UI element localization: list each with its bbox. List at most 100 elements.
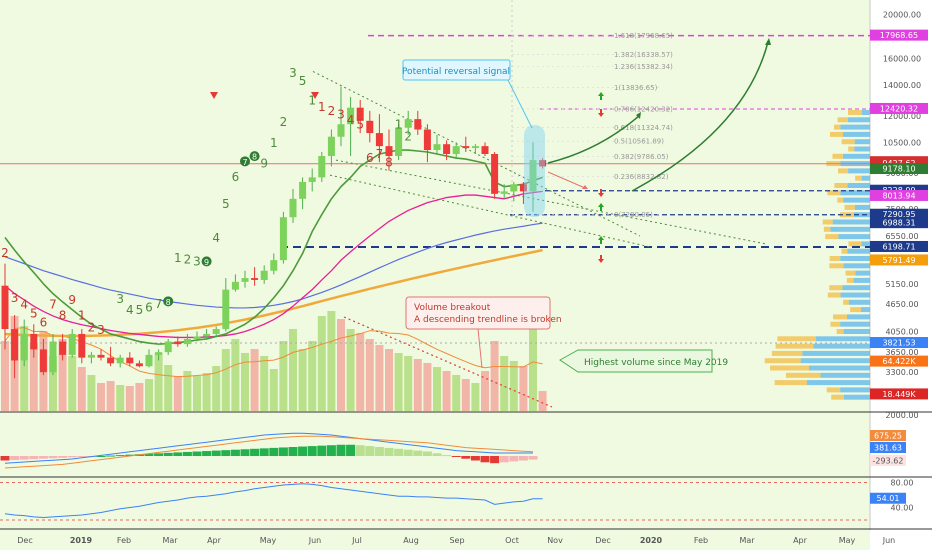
volume-bar [125,386,134,411]
macd-value-tag [870,442,906,453]
fib-level-label: 1(13836.65) [614,84,658,92]
candle-body [251,278,259,280]
time-axis-tick: Feb [117,536,131,545]
time-axis-tick: Dec [17,536,32,545]
macd-histogram-bar [442,455,452,457]
price-tag-label: 6988.31 [882,219,915,228]
macd-histogram-bar [182,451,192,456]
macd-histogram-bar [58,456,68,458]
volume-profile-bar-sell [837,197,844,203]
macd-histogram-bar [106,455,116,457]
volume-bar [423,363,432,411]
volume-profile-bar-buy [800,358,870,364]
macd-histogram-bar [346,444,356,456]
td-count-label: 8 [166,298,171,307]
volume-callout-line1: Volume breakout [414,303,491,313]
sell-triangle-marker [210,92,218,99]
volume-bar [490,341,499,411]
volume-profile-bar-buy [843,263,870,269]
fib-level-label: 1.382(16338.57) [614,51,673,59]
macd-value-label: 675.25 [874,432,902,441]
price-axis-tick: 3300.00 [885,368,918,377]
candle-body [212,329,220,334]
volume-profile-bar-buy [855,270,870,276]
volume-bar [97,383,105,411]
volume-profile-bar-sell [855,175,862,181]
volume-profile-bar-sell [838,168,849,174]
volume-profile-bar-sell [848,146,855,152]
volume-bar [413,359,422,411]
candle-body [366,120,374,134]
rsi-axis-bottom: 40.00 [891,504,914,513]
candle-body [20,333,28,361]
td-count-badge [163,296,174,307]
macd-histogram-bar [509,456,519,462]
volume-profile-bar-sell [827,292,841,298]
td-count-label: 9 [260,156,268,170]
price-tag-label: 3821.53 [882,339,915,348]
td-count-label: 3 [97,323,105,337]
td-count-label: 8 [59,309,67,323]
volume-bar [337,319,345,411]
macd-histogram-bar [288,447,298,456]
fib-level-label: 0(7290.95) [614,211,653,219]
volume-profile-bar-sell [836,329,844,334]
candle-body [462,146,470,149]
td-count-label: 2 [88,320,96,334]
price-tag [870,102,928,114]
volume-profile-bar-sell [834,124,841,130]
volume-profile-bar-sell [844,204,855,210]
volume-profile-bar-buy [815,336,870,342]
volume-profile-bar-sell [841,248,848,254]
projection-up-arrow [598,92,604,100]
td-count-badge [240,156,250,167]
volume-bar [231,339,240,411]
time-axis-tick: Mar [739,536,755,545]
candle-body [68,333,76,355]
macd-histogram-bar [432,453,442,456]
volume-bar [106,381,115,411]
volume-profile-bar-buy [854,146,870,152]
macd-histogram-bar [29,456,39,460]
macd-histogram-bar [211,450,221,456]
candle-body [164,341,172,353]
macd-value-label: 381.63 [874,444,902,453]
volume-bar [77,367,86,411]
projection-curve-long [631,41,769,192]
time-axis-tick: May [260,536,277,545]
time-axis-tick: Jul [351,536,362,545]
candle-body [510,184,518,192]
volume-profile-bar-buy [840,190,870,196]
candle-body [145,354,153,367]
macd-histogram-bar [374,447,384,456]
fib-level-label: 0.786(12420.32) [614,105,673,113]
price-axis-tick: 5150.00 [885,280,918,289]
volume-profile-bar-sell [827,190,841,196]
reversal-callout-text: Potential reversal signal [402,67,510,77]
macd-histogram-bar [461,456,471,459]
macd-histogram-bar [518,456,528,461]
macd-histogram-bar [221,450,231,456]
macd-histogram-bar [0,456,10,461]
macd-histogram-bar [173,452,183,456]
candle-body [299,181,307,199]
fib-level-label: 0.5(10561.89) [614,138,664,146]
candle-body [519,184,527,192]
candle-body [356,107,364,121]
rsi-axis-top: 80.00 [891,479,914,488]
candle-body [279,217,287,261]
macd-histogram-bar [403,449,413,456]
volume-profile-bar-sell [832,153,843,159]
volume-bar [154,353,163,411]
volume-profile-bar-buy [854,139,870,145]
projection-up-arrow [598,236,604,244]
volume-bar [202,373,211,411]
volume-profile-bar-buy [854,204,870,210]
volume-profile-bar-sell [837,117,848,123]
candle-body [11,329,19,361]
volume-bar [135,383,144,411]
price-tag-label: 12420.32 [880,104,918,113]
fib-level-label: 1.618(17968.65) [614,32,673,40]
